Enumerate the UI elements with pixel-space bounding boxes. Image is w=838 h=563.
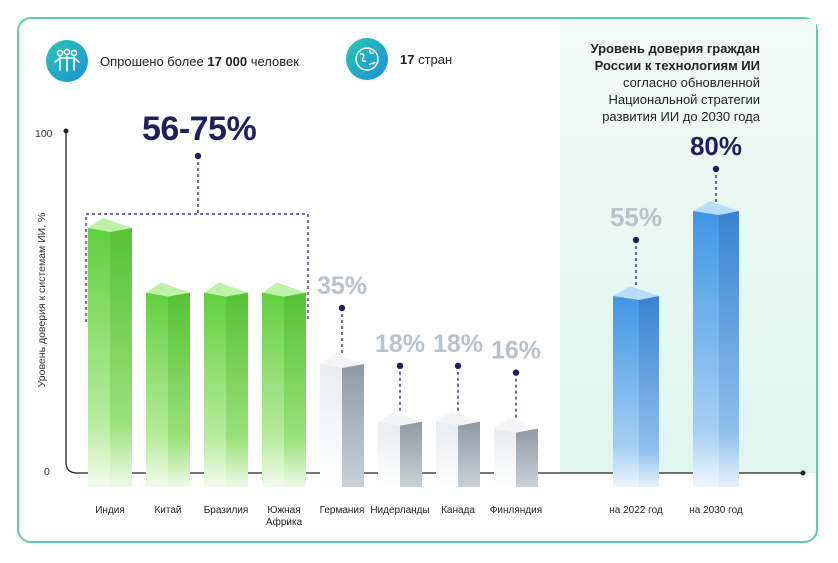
- bar-side-face: [516, 428, 538, 487]
- panel-title-line-3: согласно обновленной: [622, 75, 760, 90]
- value-label: 18%: [375, 330, 425, 358]
- bar-top-face: [262, 282, 306, 297]
- bar-2: [146, 282, 190, 487]
- bar-side-face: [110, 228, 132, 487]
- annotations: 35% 18% 18% 16% 55% 80%: [85, 131, 742, 421]
- bar-top-face: [693, 201, 739, 215]
- panel-title-line-4: Национальной стратегии: [608, 92, 760, 107]
- respondents-text: Опрошено более 17 000 человек: [100, 53, 299, 69]
- value-leader-dot: [712, 165, 720, 173]
- bar-front-face: [320, 364, 342, 487]
- x-tick-label-line: на 2030 год: [689, 505, 743, 516]
- bar-top-face: [378, 411, 422, 426]
- bar-8: [494, 418, 538, 487]
- bar-6: [378, 411, 422, 487]
- bar-side-face: [284, 292, 306, 487]
- bar-5: [320, 354, 364, 487]
- value-leader-dot: [338, 304, 346, 312]
- x-tick-label-line: Нидерланды: [370, 505, 430, 516]
- bar-7: [436, 411, 480, 487]
- x-tick-label: на 2022 год: [600, 505, 672, 517]
- value-leader-dot: [512, 369, 520, 376]
- x-tick-label-line: Индия: [95, 505, 125, 516]
- value-leader-dot: [396, 362, 404, 369]
- value-label: 16%: [491, 337, 541, 365]
- value-leader-dot: [632, 236, 640, 244]
- axis-line: [65, 132, 803, 474]
- x-axis-end-dot: [800, 470, 806, 476]
- x-tick-label: Индия: [74, 505, 146, 517]
- countries-stat: 17 стран: [346, 38, 452, 80]
- axes: [63, 128, 806, 476]
- x-tick-label-line: Китай: [154, 505, 182, 516]
- range-bracket: [85, 213, 309, 322]
- bar-front-face: [436, 421, 458, 487]
- bar-top-face: [146, 282, 190, 297]
- bar-side-face: [400, 421, 422, 487]
- range-leader-dot: [194, 152, 202, 160]
- bar-front-face: [88, 228, 110, 487]
- bar-top-face: [204, 282, 248, 297]
- value-leader-dot: [454, 362, 462, 369]
- globe-icon: [346, 38, 388, 80]
- bars: [88, 201, 739, 487]
- bar-side-face: [342, 364, 364, 487]
- bar-4: [262, 282, 306, 487]
- bar-side-face: [458, 421, 480, 487]
- x-tick-label-line: Африка: [265, 517, 303, 528]
- bar-side-face: [639, 296, 659, 487]
- x-tick-label: Нидерланды: [364, 505, 436, 517]
- x-tick-label-line: Германия: [319, 505, 365, 516]
- bar-front-face: [494, 428, 516, 487]
- bar-10: [693, 201, 739, 487]
- bar-front-face: [378, 421, 400, 487]
- value-label: 18%: [433, 330, 483, 358]
- countries-text: 17 стран: [400, 51, 453, 67]
- bar-front-face: [693, 211, 719, 487]
- bar-front-face: [262, 292, 284, 487]
- bar-top-face: [613, 286, 659, 300]
- x-tick-label-line: Бразилия: [203, 505, 249, 516]
- bar-top-face: [320, 354, 364, 368]
- bar-3: [204, 282, 248, 487]
- x-tick-label-line: на 2022 год: [609, 505, 663, 516]
- bar-front-face: [204, 292, 226, 487]
- range-label: 56-75%: [142, 110, 257, 148]
- value-label: 55%: [610, 202, 662, 232]
- x-tick-label-line: Южная: [267, 505, 301, 516]
- bar-side-face: [719, 211, 739, 487]
- bar-top-face: [88, 218, 132, 232]
- x-tick-label: Китай: [132, 505, 204, 517]
- bar-top-face: [436, 411, 480, 426]
- bar-9: [613, 286, 659, 487]
- x-tick-label: Южная Африка: [248, 505, 320, 529]
- value-label: 80%: [690, 131, 742, 161]
- bar-top-face: [494, 418, 538, 433]
- panel-title-line-1: Уровень доверия граждан: [590, 41, 761, 56]
- x-tick-label: на 2030 год: [680, 505, 752, 517]
- russia-panel-background: [560, 19, 816, 473]
- y-tick-100: 100: [35, 128, 53, 140]
- respondents-stat: Опрошено более 17 000 человек: [46, 40, 299, 82]
- bar-front-face: [613, 296, 639, 487]
- panel-title: Уровень доверия граждан России к техноло…: [560, 40, 761, 125]
- y-tick-0: 0: [44, 466, 50, 478]
- bar-1: [88, 218, 132, 487]
- x-tick-label-line: Канада: [441, 505, 475, 516]
- bar-front-face: [146, 292, 168, 487]
- value-label: 35%: [317, 272, 367, 300]
- x-tick-label: Германия: [306, 505, 378, 517]
- x-tick-label-line: Финляндия: [489, 505, 543, 516]
- x-tick-label: Бразилия: [190, 505, 262, 517]
- bar-side-face: [168, 292, 190, 487]
- people-icon: [46, 40, 88, 82]
- x-tick-label: Финляндия: [480, 505, 552, 517]
- panel-title-line-5: развития ИИ до 2030 года: [602, 109, 760, 124]
- bar-side-face: [226, 292, 248, 487]
- x-tick-label: Канада: [422, 505, 494, 517]
- panel-title-line-2: России к технологиям ИИ: [594, 58, 760, 73]
- y-axis-end-dot: [63, 128, 69, 134]
